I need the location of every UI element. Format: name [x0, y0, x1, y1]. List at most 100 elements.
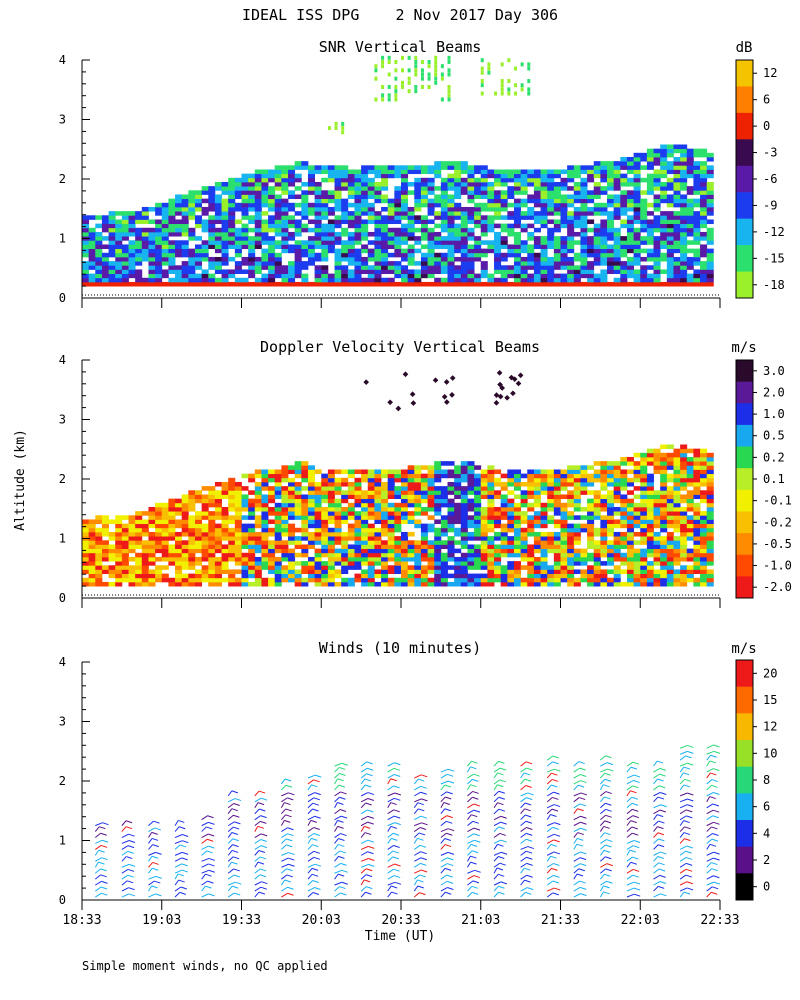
snr-cell — [607, 231, 615, 237]
snr-cell — [414, 227, 422, 233]
doppler-cell — [248, 573, 256, 579]
snr-cell — [221, 211, 229, 216]
doppler-cell — [653, 498, 661, 504]
wind-barb — [280, 814, 286, 821]
snr-cell — [327, 173, 335, 179]
snr-cell — [281, 173, 289, 179]
doppler-cell — [680, 581, 688, 587]
wind-barb-flag — [102, 822, 109, 826]
snr-cell — [208, 277, 216, 283]
doppler-cell — [573, 556, 581, 562]
snr-cell — [354, 223, 362, 229]
doppler-cell — [686, 527, 694, 533]
colorbar-swatch — [736, 165, 753, 193]
doppler-cell — [168, 523, 176, 529]
snr-cell — [367, 215, 375, 220]
snr-cell — [560, 265, 568, 270]
snr-cell — [228, 211, 236, 216]
snr-cell — [294, 269, 302, 275]
doppler-cell — [547, 494, 555, 500]
snr-cell — [95, 248, 103, 254]
snr-cell — [567, 236, 575, 241]
snr-cell — [600, 273, 608, 279]
snr-cell — [254, 198, 262, 204]
snr-cell — [427, 265, 435, 270]
doppler-cell — [613, 498, 621, 504]
wind-barb-flag — [284, 879, 291, 883]
snr-cell — [593, 161, 601, 166]
doppler-cell — [420, 481, 428, 487]
snr-cell — [268, 215, 276, 220]
doppler-cell — [494, 544, 502, 550]
snr-cell — [161, 252, 169, 258]
doppler-cell — [327, 536, 335, 541]
snr-cell — [334, 273, 342, 279]
doppler-cell — [673, 473, 681, 479]
snr-cell — [587, 169, 595, 175]
snr-cell — [307, 190, 316, 195]
snr-cell — [288, 181, 296, 187]
snr-cell — [401, 198, 409, 204]
doppler-cell — [354, 556, 362, 562]
doppler-cell — [626, 556, 635, 562]
snr-cell — [268, 256, 276, 262]
snr-cell — [374, 244, 382, 250]
wind-barb-flag — [287, 892, 294, 896]
doppler-cell — [553, 523, 561, 529]
snr-cell — [494, 206, 502, 212]
doppler-cell — [440, 473, 448, 479]
snr-cell — [567, 244, 575, 250]
snr-cell — [547, 173, 555, 179]
doppler-cell — [527, 490, 535, 495]
wind-barb-flag — [154, 880, 161, 884]
doppler-cell — [201, 556, 209, 562]
snr-cell — [613, 252, 621, 258]
doppler-cell — [540, 490, 548, 495]
snr-cell — [467, 173, 475, 179]
doppler-cell — [148, 536, 156, 541]
wind-barb — [94, 874, 101, 880]
snr-cell — [673, 244, 681, 250]
snr-cell — [248, 227, 256, 233]
doppler-cell — [680, 548, 688, 554]
snr-cell — [520, 202, 528, 208]
doppler-cell — [387, 486, 395, 491]
doppler-cell — [228, 515, 236, 520]
doppler-cell — [573, 490, 581, 495]
doppler-cell — [440, 573, 448, 579]
snr-cell — [394, 206, 402, 212]
doppler-cell — [168, 581, 176, 587]
doppler-cell — [387, 502, 395, 508]
snr-cell — [447, 89, 451, 94]
doppler-cell — [626, 565, 635, 570]
doppler-cell — [420, 552, 428, 558]
snr-cell — [513, 269, 522, 275]
snr-cell — [666, 219, 674, 225]
snr-cell — [347, 231, 355, 237]
doppler-cell — [700, 569, 708, 575]
doppler-cell — [646, 565, 654, 570]
snr-cell — [467, 269, 475, 275]
doppler-cell — [281, 523, 289, 529]
doppler-cell — [700, 540, 708, 545]
doppler-cell — [686, 552, 694, 558]
snr-cell — [414, 84, 418, 89]
doppler-cell — [414, 502, 422, 508]
doppler-cell — [234, 515, 242, 520]
snr-cell — [148, 281, 156, 287]
snr-cell — [181, 231, 189, 237]
snr-cell — [626, 256, 635, 262]
doppler-cell — [407, 481, 415, 487]
snr-cell — [354, 265, 362, 270]
snr-cell — [513, 248, 522, 254]
doppler-cell — [354, 561, 362, 566]
doppler-cell — [527, 477, 535, 483]
doppler-cell — [88, 544, 96, 550]
snr-cell — [281, 223, 289, 229]
snr-cell — [288, 194, 296, 200]
doppler-cell — [208, 523, 216, 529]
snr-cell — [401, 227, 409, 233]
snr-cell — [653, 273, 661, 279]
doppler-cell — [700, 465, 708, 470]
snr-cell — [374, 252, 382, 258]
